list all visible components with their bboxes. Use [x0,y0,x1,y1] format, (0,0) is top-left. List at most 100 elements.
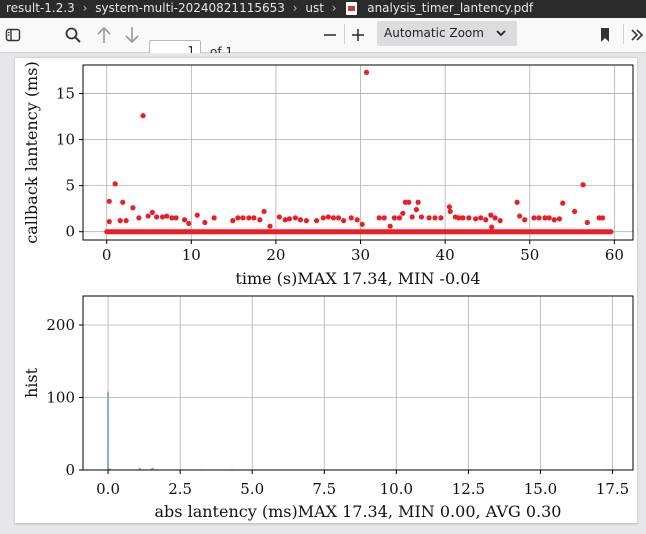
scatter-point [330,215,337,221]
pdf-page [15,58,637,524]
scatter-point [112,181,118,187]
scatter-point [106,198,112,204]
tick-labels: 0.0 2.5 5.0 7.5 10.0 12.5 15.0 17.5 0 100 200 [46,316,629,498]
histogram-bar [108,468,111,470]
chart-grid [79,296,633,474]
y-tick-label: 0 [65,223,75,241]
toolbar-divider [623,24,624,44]
scatter-point [173,215,179,221]
x-tick-label: 10.0 [380,480,413,498]
scatter-point [246,215,252,221]
x-tick-label: 60 [605,246,624,264]
scatter-point [584,219,590,226]
scatter-point [409,214,415,220]
chevron-right-icon: › [331,1,337,15]
scatter-point [497,218,503,224]
scatter-point [335,215,342,221]
zoom-out-icon[interactable] [318,23,342,47]
x-tick-label: 10 [182,246,201,264]
zoom-select[interactable]: Automatic Zoom [377,21,517,46]
breadcrumb-item[interactable]: system-multi-20240821115653 [95,1,285,15]
scatter-point [211,215,217,221]
scatter-point [149,209,155,215]
scatter-point [483,217,489,223]
scatter-point [297,217,304,223]
scatter-point [145,213,151,219]
scatter-point [400,210,406,216]
breadcrumb-item[interactable]: result-1.2.3 [6,1,75,15]
scatter-point [186,220,192,227]
page-edge [15,523,637,524]
chevron-right-icon: › [292,1,298,15]
scatter-point [572,208,578,215]
plot-frame [82,64,634,241]
scatter-point [446,204,452,210]
scatter-point [267,223,273,229]
zoom-select-value: Automatic Zoom [384,26,484,40]
scatter-point [313,218,320,224]
toolbar-divider [344,24,345,44]
scatter-point [460,215,466,221]
y-tick-label: 200 [46,316,75,334]
bookmark-icon[interactable] [594,23,616,47]
x-tick-label: 0 [102,246,112,264]
y-tick-label: 100 [46,389,75,407]
scatter-point [517,213,523,219]
scatter-point [140,113,146,119]
scatter-point [292,215,298,221]
breadcrumb-item[interactable]: ust [305,1,324,15]
y-tick-label: 15 [56,85,75,103]
scatter-point [240,215,246,221]
chevron-right-icon: › [82,1,88,15]
tick-labels: 0 10 20 30 40 50 60 0 5 10 15 [56,85,624,264]
scatter-point [413,207,419,213]
scatter-point [466,215,472,221]
scatter-point [381,215,387,221]
y-tick-label: 5 [65,177,75,195]
zoom-in-icon[interactable] [346,23,370,47]
scatter-point [230,218,236,224]
scatter-point [169,215,175,221]
window-title-bar: result-1.2.3 › system-multi-202408211156… [0,0,646,18]
scatter-point [117,218,123,224]
scatter-point [580,182,586,188]
latency-histogram-chart: 0.0 2.5 5.0 7.5 10.0 12.5 15.0 17.5 0 100 200 abs … [22,295,634,521]
x-tick-label: 12.5 [452,480,485,498]
scatter-point [489,224,495,230]
scatter-point [251,215,257,221]
document-filename[interactable]: analysis_timer_lantency.pdf [367,1,534,15]
scatter-point [438,215,444,221]
scatter-point [560,200,566,206]
scatter-point [359,221,365,227]
histogram-bar [150,468,153,470]
scatter-point [415,199,421,205]
scatter-point [363,69,370,75]
scatter-point [531,215,537,221]
next-page-icon[interactable] [120,23,144,47]
more-tools-icon[interactable] [628,23,646,47]
scatter-point [106,218,112,225]
x-tick-label: 17.5 [596,480,629,498]
scatter-point [261,208,267,215]
search-icon[interactable] [60,23,86,47]
sidebar-toggle-icon[interactable] [2,23,24,47]
previous-page-icon[interactable] [92,23,116,47]
scatter-point [354,217,360,223]
scatter-point [154,214,160,220]
scatter-point [136,215,142,221]
scatter-point [599,215,606,221]
chart-marks [107,391,609,470]
x-tick-label: 2.5 [168,480,192,498]
scatter-point [348,215,354,221]
scatter-point [181,217,188,223]
scatter-point [478,215,484,221]
scatter-point [376,215,382,221]
scatter-point [194,212,200,218]
scatter-point [536,215,542,221]
scatter-point [130,205,136,211]
chevron-down-icon [495,21,507,55]
scatter-point [159,214,166,220]
plot-frame [82,295,634,471]
scatter-point [396,215,403,221]
